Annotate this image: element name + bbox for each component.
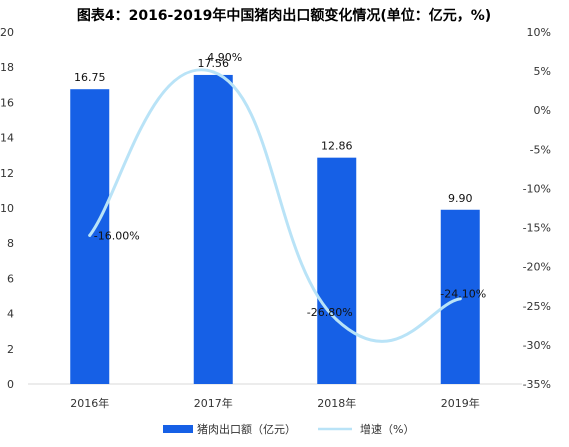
bar-series: [70, 74, 480, 384]
bar-value-label: 16.75: [74, 71, 106, 84]
legend-label-bar: 猪肉出口额（亿元）: [197, 422, 296, 436]
growth-point: [88, 233, 92, 237]
left-tick-label: 0: [7, 378, 14, 391]
left-tick-label: 16: [0, 96, 14, 109]
line-value-label: 4.90%: [207, 51, 242, 64]
x-tick-label: 2017年: [194, 396, 233, 410]
x-axis: 2016年 2017年 2018年 2019年: [70, 396, 480, 410]
left-tick-label: 8: [7, 237, 14, 250]
left-tick-label: 6: [7, 272, 14, 285]
x-tick-label: 2016年: [70, 396, 109, 410]
chart-title: 图表4：2016-2019年中国猪肉出口额变化情况(单位：亿元，%): [77, 7, 491, 24]
x-tick-label: 2018年: [317, 396, 356, 410]
line-value-label: -16.00%: [94, 229, 140, 242]
bar: [317, 157, 357, 384]
left-tick-label: 18: [0, 61, 14, 74]
line-value-label: -24.10%: [440, 288, 486, 301]
legend-label-line: 增速（%）: [360, 422, 414, 436]
bar-value-label: 9.90: [448, 192, 473, 205]
right-tick-label: 10%: [527, 26, 551, 39]
left-tick-label: 4: [7, 308, 14, 321]
right-tick-label: -25%: [523, 300, 551, 313]
right-tick-label: -15%: [523, 222, 551, 235]
legend: 猪肉出口额（亿元） 增速（%）: [163, 422, 414, 436]
bar: [440, 209, 480, 384]
growth-point: [458, 297, 462, 301]
line-value-label: -26.80%: [307, 306, 353, 319]
left-axis: 0 2 4 6 8 10 12 14 16 18 20: [0, 26, 14, 391]
growth-point: [335, 318, 339, 322]
right-tick-label: -10%: [523, 182, 551, 195]
growth-line: [88, 68, 462, 343]
line-value-labels: -16.00% 4.90% -26.80% -24.10%: [94, 51, 486, 319]
left-tick-label: 20: [0, 26, 14, 39]
right-tick-label: -5%: [530, 143, 551, 156]
left-tick-label: 12: [0, 167, 14, 180]
x-tick-label: 2019年: [441, 396, 480, 410]
left-tick-label: 14: [0, 132, 14, 145]
right-axis: -35% -30% -25% -20% -15% -10% -5% 0% 5% 10%: [523, 26, 551, 391]
bar-value-label: 12.86: [321, 140, 353, 153]
right-tick-label: -35%: [523, 378, 551, 391]
left-tick-label: 2: [7, 343, 14, 356]
bar: [193, 74, 233, 384]
growth-point: [211, 70, 215, 74]
left-tick-label: 10: [0, 202, 14, 215]
legend-swatch-bar: [163, 425, 193, 433]
right-tick-label: -20%: [523, 261, 551, 274]
right-tick-label: 0%: [534, 104, 551, 117]
right-tick-label: -30%: [523, 339, 551, 352]
bar-value-label: 17.56: [198, 57, 230, 70]
right-tick-label: 5%: [534, 65, 551, 78]
bar-value-labels: 16.75 17.56 12.86 9.90: [74, 57, 473, 205]
line-series: [88, 68, 462, 343]
